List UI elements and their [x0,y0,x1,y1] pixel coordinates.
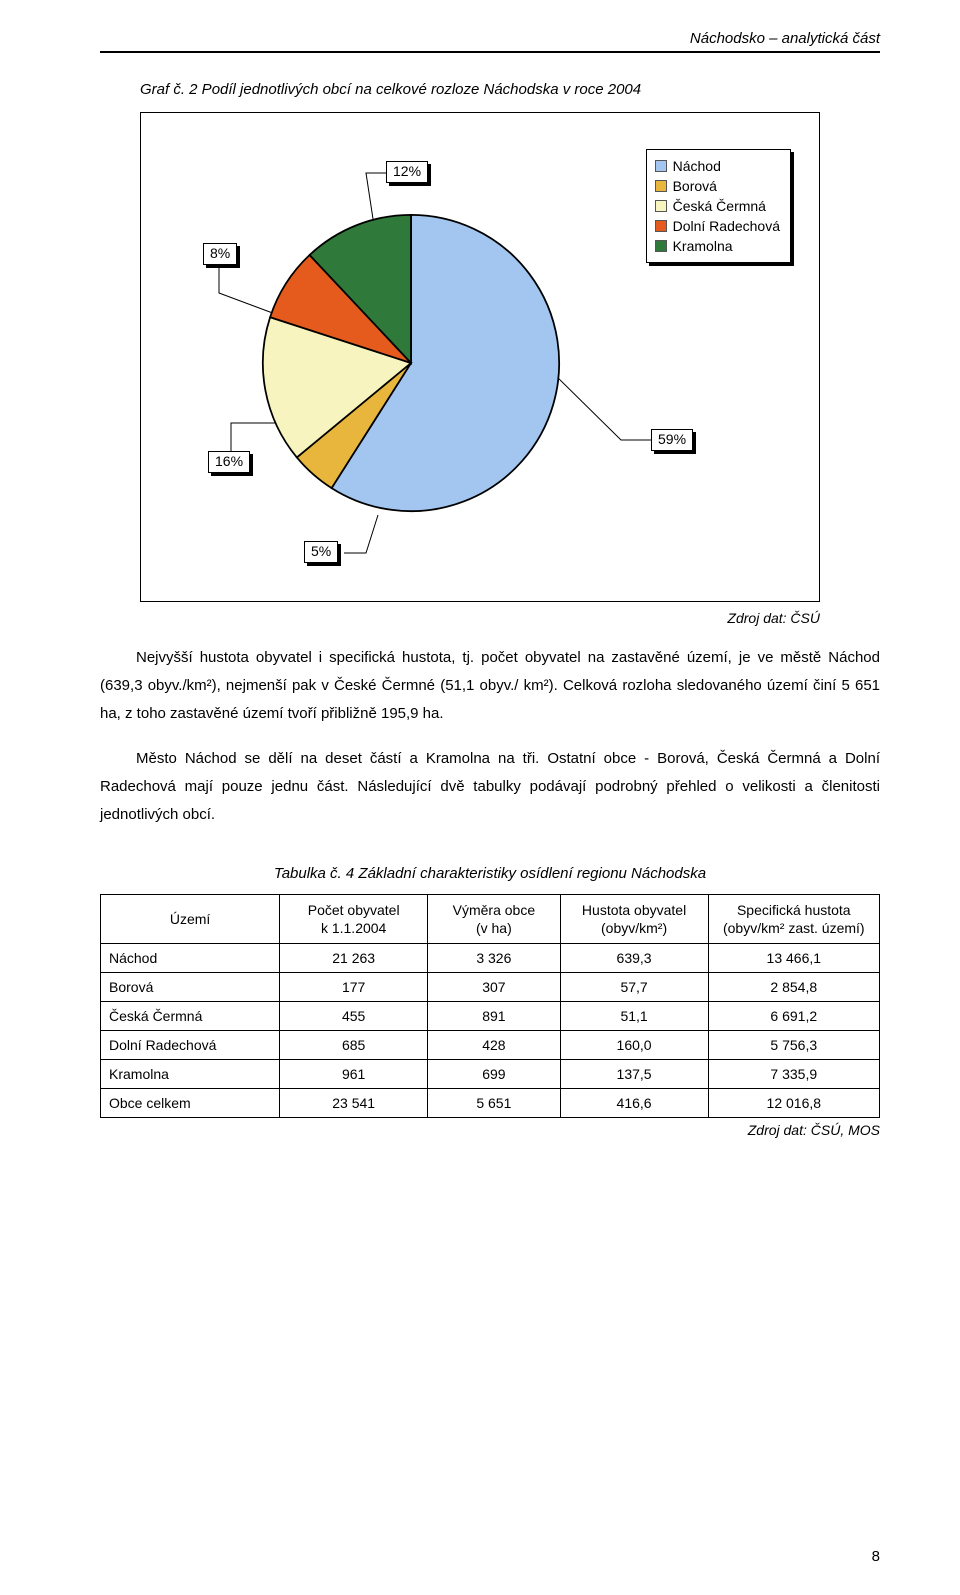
row-name: Dolní Radechová [101,1030,280,1059]
table-row: Dolní Radechová685428160,05 756,3 [101,1030,880,1059]
row-value: 3 326 [428,943,560,972]
row-value: 891 [428,1001,560,1030]
paragraph-1: Nejvyšší hustota obyvatel i specifická h… [100,644,880,727]
legend-label: Kramolna [673,238,733,254]
table-header: Hustota obyvatel(obyv/km²) [560,894,708,943]
slice-label-ceska: 16% [208,451,250,473]
row-value: 137,5 [560,1059,708,1088]
legend-label: Česká Čermná [673,198,766,214]
table-header: Počet obyvatelk 1.1.2004 [280,894,428,943]
chart-title: Graf č. 2 Podíl jednotlivých obcí na cel… [100,81,880,98]
chart-legend: Náchod Borová Česká Čermná Dolní Radechová K… [646,149,791,263]
legend-item: Borová [655,176,780,196]
table-row: Kramolna961699137,57 335,9 [101,1059,880,1088]
table-header: Výměra obce(v ha) [428,894,560,943]
row-value: 428 [428,1030,560,1059]
legend-label: Dolní Radechová [673,218,780,234]
legend-swatch [655,220,667,232]
legend-item: Česká Čermná [655,196,780,216]
table-row: Borová17730757,72 854,8 [101,972,880,1001]
row-value: 5 756,3 [708,1030,879,1059]
settlement-table: ÚzemíPočet obyvatelk 1.1.2004Výměra obce… [100,894,880,1118]
legend-item: Dolní Radechová [655,216,780,236]
legend-swatch [655,180,667,192]
row-value: 23 541 [280,1088,428,1117]
table-row: Obce celkem23 5415 651416,612 016,8 [101,1088,880,1117]
row-name: Náchod [101,943,280,972]
chart-source: Zdroj dat: ČSÚ [100,610,820,626]
row-name: Borová [101,972,280,1001]
paragraph-2: Město Náchod se dělí na deset částí a Kr… [100,745,880,828]
table-header: Specifická hustota(obyv/km² zast. území) [708,894,879,943]
legend-item: Náchod [655,156,780,176]
table-source: Zdroj dat: ČSÚ, MOS [100,1122,880,1138]
slice-label-borova: 5% [304,541,338,563]
row-name: Obce celkem [101,1088,280,1117]
row-value: 5 651 [428,1088,560,1117]
row-value: 57,7 [560,972,708,1001]
slice-label-dolni: 8% [203,243,237,265]
row-value: 160,0 [560,1030,708,1059]
table-row: Česká Čermná45589151,16 691,2 [101,1001,880,1030]
legend-label: Náchod [673,158,721,174]
slice-label-nachod: 59% [651,429,693,451]
legend-label: Borová [673,178,717,194]
legend-swatch [655,240,667,252]
pie-chart [251,203,571,523]
row-value: 12 016,8 [708,1088,879,1117]
header-rule [100,51,880,53]
row-value: 13 466,1 [708,943,879,972]
row-value: 307 [428,972,560,1001]
row-value: 699 [428,1059,560,1088]
legend-item: Kramolna [655,236,780,256]
slice-label-kramolna: 12% [386,161,428,183]
row-value: 685 [280,1030,428,1059]
legend-swatch [655,200,667,212]
running-header: Náchodsko – analytická část [100,30,880,47]
table-title: Tabulka č. 4 Základní charakteristiky os… [100,865,880,882]
row-value: 961 [280,1059,428,1088]
row-name: Kramolna [101,1059,280,1088]
row-value: 51,1 [560,1001,708,1030]
row-value: 6 691,2 [708,1001,879,1030]
row-value: 639,3 [560,943,708,972]
table-row: Náchod21 2633 326639,313 466,1 [101,943,880,972]
row-value: 177 [280,972,428,1001]
row-value: 455 [280,1001,428,1030]
row-name: Česká Čermná [101,1001,280,1030]
chart-frame: 59% 5% 16% 8% 12% Náchod Borová Česká Čerm… [140,112,820,602]
row-value: 416,6 [560,1088,708,1117]
row-value: 7 335,9 [708,1059,879,1088]
row-value: 2 854,8 [708,972,879,1001]
legend-swatch [655,160,667,172]
row-value: 21 263 [280,943,428,972]
table-header: Území [101,894,280,943]
page-number: 8 [872,1548,880,1565]
